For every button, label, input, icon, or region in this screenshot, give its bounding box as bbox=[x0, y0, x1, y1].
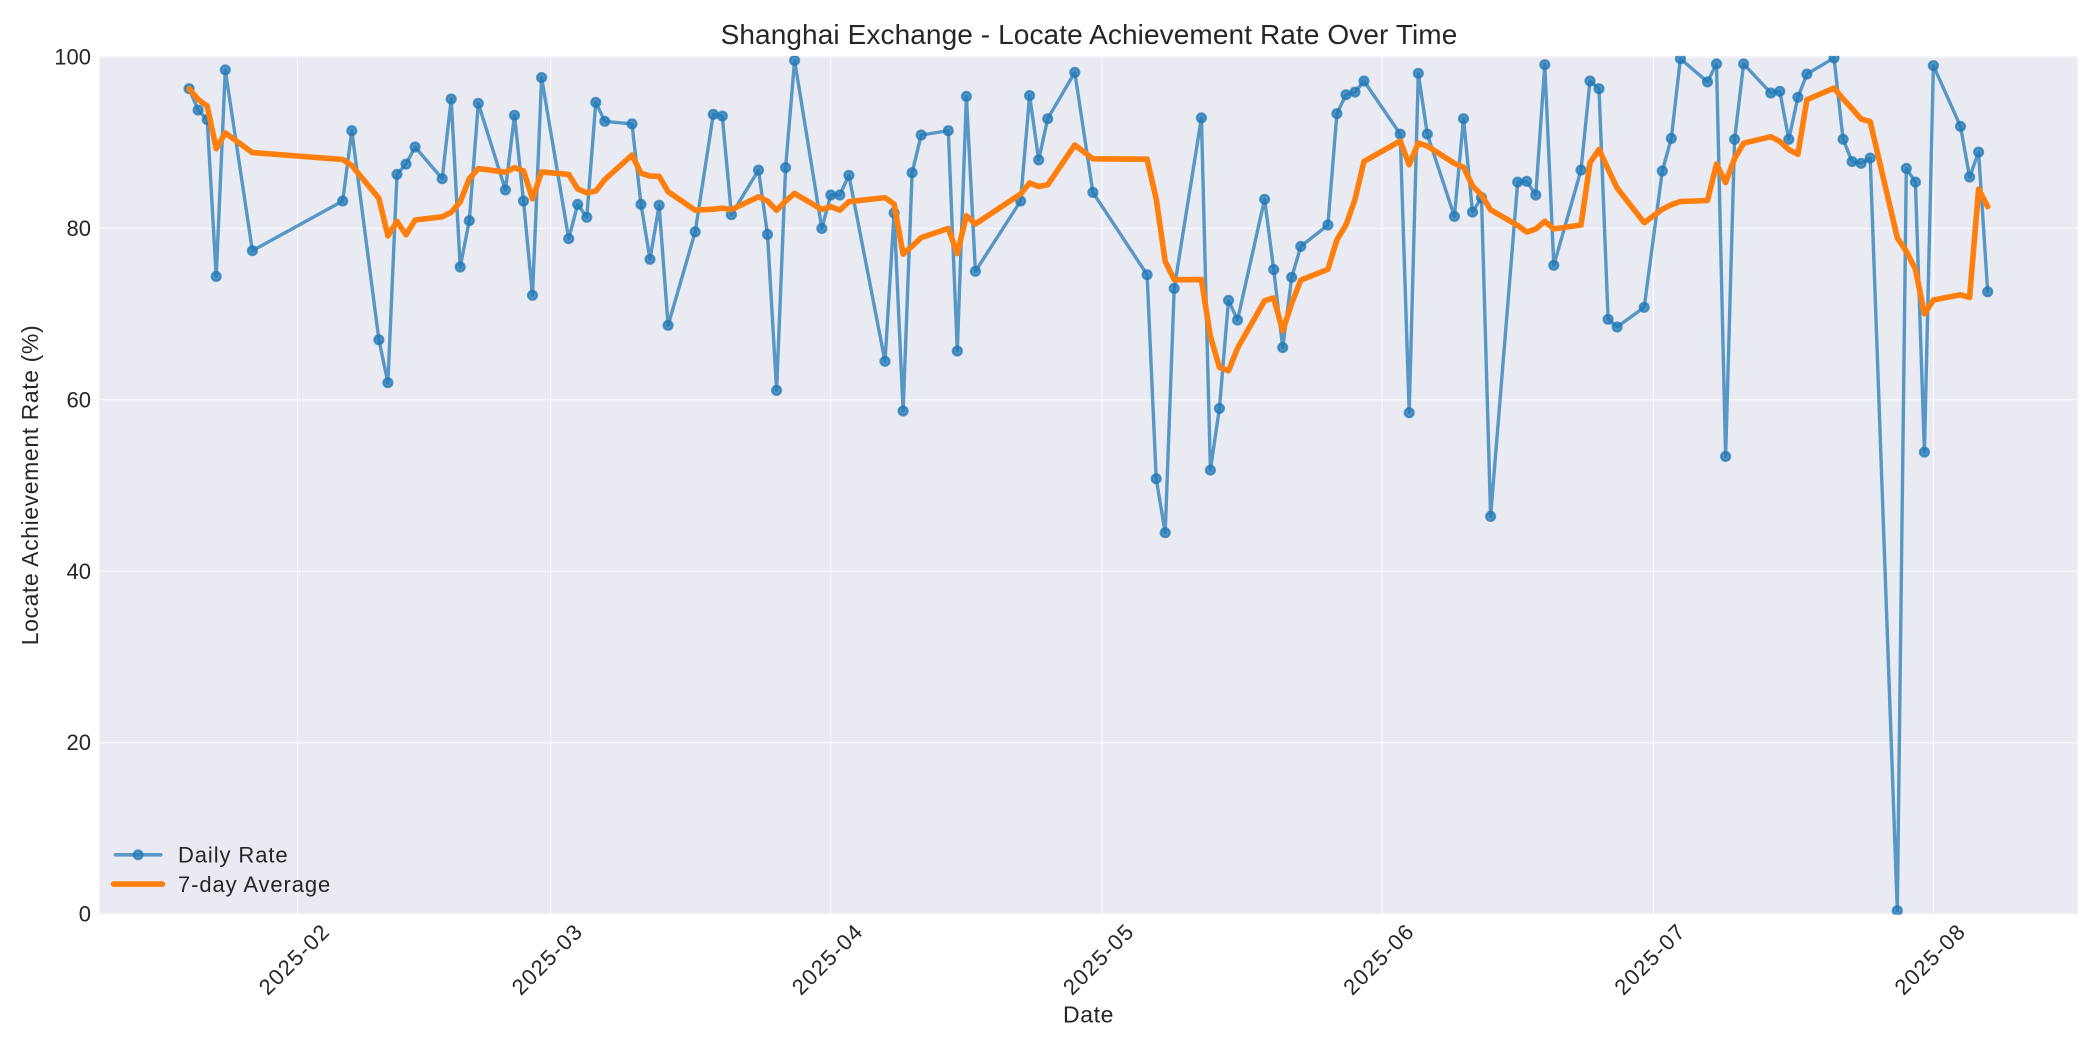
svg-text:Shanghai Exchange - Locate Ach: Shanghai Exchange - Locate Achievement R… bbox=[721, 19, 1458, 50]
svg-text:7-day Average: 7-day Average bbox=[178, 872, 331, 897]
svg-text:100: 100 bbox=[54, 45, 91, 70]
svg-text:80: 80 bbox=[67, 216, 91, 241]
svg-text:Locate Achievement Rate (%): Locate Achievement Rate (%) bbox=[17, 325, 43, 645]
svg-text:40: 40 bbox=[67, 559, 91, 584]
svg-text:Daily Rate: Daily Rate bbox=[178, 843, 288, 868]
svg-text:0: 0 bbox=[79, 902, 91, 927]
svg-text:20: 20 bbox=[67, 730, 91, 755]
svg-text:Date: Date bbox=[1063, 1002, 1114, 1028]
svg-text:60: 60 bbox=[67, 387, 91, 412]
